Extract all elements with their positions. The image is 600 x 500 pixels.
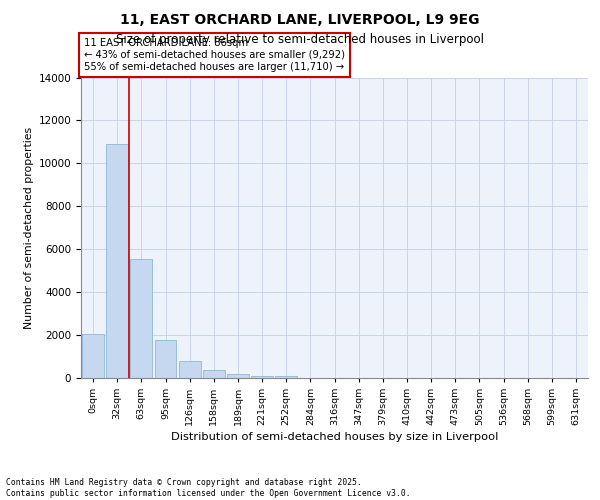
Text: Size of property relative to semi-detached houses in Liverpool: Size of property relative to semi-detach… <box>116 32 484 46</box>
Bar <box>203 370 224 378</box>
Bar <box>130 258 152 378</box>
Bar <box>275 376 297 378</box>
Bar <box>251 376 273 378</box>
Bar <box>227 374 249 378</box>
X-axis label: Distribution of semi-detached houses by size in Liverpool: Distribution of semi-detached houses by … <box>171 432 498 442</box>
Text: Contains HM Land Registry data © Crown copyright and database right 2025.
Contai: Contains HM Land Registry data © Crown c… <box>6 478 410 498</box>
Text: 11, EAST ORCHARD LANE, LIVERPOOL, L9 9EG: 11, EAST ORCHARD LANE, LIVERPOOL, L9 9EG <box>120 12 480 26</box>
Bar <box>155 340 176 378</box>
Text: 11 EAST ORCHARD LANE: 86sqm
← 43% of semi-detached houses are smaller (9,292)
55: 11 EAST ORCHARD LANE: 86sqm ← 43% of sem… <box>83 38 344 72</box>
Y-axis label: Number of semi-detached properties: Number of semi-detached properties <box>25 126 34 328</box>
Bar <box>82 334 104 378</box>
Bar <box>106 144 128 378</box>
Bar <box>179 362 200 378</box>
